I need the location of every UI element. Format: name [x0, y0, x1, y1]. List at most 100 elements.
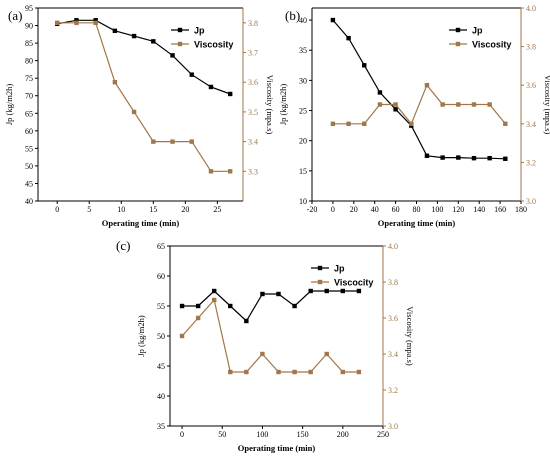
legend-swatch-marker — [317, 265, 323, 271]
y2-tick-label: 3.6 — [526, 81, 536, 90]
y-tick-label: 75 — [25, 74, 33, 83]
data-point-viscosity — [151, 139, 156, 144]
series-line-jp — [332, 19, 506, 160]
legend-label: Viscosity — [194, 40, 233, 50]
y-tick-label: 50 — [157, 332, 165, 341]
data-point-jp — [208, 84, 214, 90]
data-point-viscosity — [131, 109, 137, 115]
data-point-viscosity — [440, 102, 445, 107]
x-tick-label: 200 — [337, 430, 349, 439]
data-point-jp — [471, 155, 477, 161]
y2-tick-label: 3.8 — [248, 19, 258, 28]
y-tick-label: 40 — [25, 197, 33, 206]
y-axis-label: Jp (kg/m2h) — [4, 84, 14, 125]
x-tick-label: 0 — [331, 205, 335, 214]
legend-swatch-marker — [177, 41, 183, 47]
data-point-viscosity — [276, 369, 281, 375]
data-point-jp — [74, 18, 79, 23]
chart-panel-a: (a) 0 5 10 15 20 25 40 45 50 55 60 65 70 75 80 85 90 95 3.3… — [4, 4, 275, 228]
y-tick-label: 95 — [25, 4, 33, 13]
x-axis-label: Operating time (min) — [238, 443, 316, 453]
data-point-jp — [456, 155, 461, 160]
y-tick-label: 85 — [25, 39, 33, 48]
y-tick-label: 15 — [299, 167, 307, 176]
data-point-viscosity — [208, 169, 214, 174]
y-tick-label: 45 — [25, 179, 33, 188]
y-tick-label: 65 — [157, 242, 165, 251]
legend-swatch-marker — [317, 279, 323, 285]
y2-tick-label: 3.4 — [388, 350, 398, 359]
data-point-jp — [189, 72, 194, 77]
data-point-viscosity — [324, 351, 329, 357]
x-tick-label: 0 — [180, 430, 184, 439]
y-tick-label: 55 — [157, 302, 165, 311]
data-point-viscosity — [487, 102, 492, 107]
y-tick-label: 35 — [157, 422, 165, 431]
y2-tick-label: 3.8 — [526, 43, 536, 52]
data-point-viscosity — [377, 102, 383, 107]
y-tick-label: 65 — [25, 109, 33, 118]
legend-swatch-marker — [455, 41, 461, 47]
data-point-viscosity — [362, 121, 367, 126]
data-point-jp — [346, 35, 351, 41]
chart-panel-b: (b) -20 0 20 40 60 80 100 120 140 160 180 10 15 20 25 30… — [278, 4, 550, 228]
data-point-viscosity — [503, 121, 508, 126]
y-tick-label: 45 — [157, 362, 165, 371]
data-point-viscosity — [346, 121, 351, 126]
y2-axis-label: Viscosity (mpa.s) — [543, 75, 550, 135]
y-tick-label: 55 — [25, 144, 33, 153]
panel-label: (b) — [285, 8, 300, 23]
panel-label: (c) — [116, 238, 130, 253]
y2-tick-label: 3.8 — [388, 278, 398, 287]
y2-tick-label: 3.4 — [526, 120, 536, 129]
x-axis-label: Operating time (min) — [102, 218, 180, 228]
x-tick-label: 60 — [392, 205, 400, 214]
y2-tick-label: 3.6 — [248, 78, 258, 87]
x-tick-label: 100 — [431, 205, 443, 214]
data-point-jp — [212, 288, 217, 294]
y-axis-label: Jp (kg/m2h) — [136, 315, 146, 356]
y2-tick-label: 3.0 — [388, 422, 398, 431]
data-point-viscosity — [292, 369, 297, 375]
data-point-jp — [131, 33, 137, 39]
data-point-jp — [151, 39, 156, 44]
y-tick-label: 70 — [25, 92, 33, 101]
data-point-jp — [340, 288, 346, 294]
legend-label: Jp — [334, 264, 345, 274]
data-point-viscosity — [356, 369, 362, 375]
y2-tick-label: 3.2 — [388, 386, 398, 395]
y-tick-label: 20 — [299, 137, 307, 146]
series-line-jp — [57, 19, 231, 95]
data-point-viscosity — [409, 121, 414, 126]
x-tick-label: 150 — [297, 430, 309, 439]
data-point-jp — [292, 303, 297, 309]
x-tick-label: 5 — [87, 205, 91, 214]
y2-tick-label: 3.4 — [248, 138, 258, 147]
legend-swatch-marker — [177, 27, 183, 33]
data-point-viscosity — [393, 102, 398, 107]
x-tick-label: -20 — [307, 205, 318, 214]
data-point-jp — [440, 155, 445, 160]
data-point-viscosity — [228, 369, 233, 375]
series-line-viscosity — [332, 84, 506, 125]
data-point-viscosity — [227, 169, 233, 174]
y2-tick-label: 3.0 — [526, 197, 536, 206]
y2-tick-label: 4.0 — [388, 242, 398, 251]
series-line-viscosity — [181, 298, 359, 373]
x-tick-label: 0 — [55, 205, 59, 214]
data-point-viscosity — [244, 369, 249, 375]
data-point-viscosity — [471, 102, 477, 107]
x-tick-label: 120 — [452, 205, 464, 214]
data-point-jp — [170, 53, 175, 58]
y-tick-label: 35 — [299, 46, 307, 55]
data-point-jp — [393, 107, 398, 112]
data-point-viscosity — [170, 139, 175, 144]
data-point-jp — [276, 291, 281, 297]
data-point-jp — [503, 156, 508, 161]
y-tick-label: 90 — [25, 22, 33, 31]
data-point-jp — [424, 153, 430, 158]
x-tick-label: 180 — [515, 205, 527, 214]
data-point-jp — [487, 155, 492, 161]
